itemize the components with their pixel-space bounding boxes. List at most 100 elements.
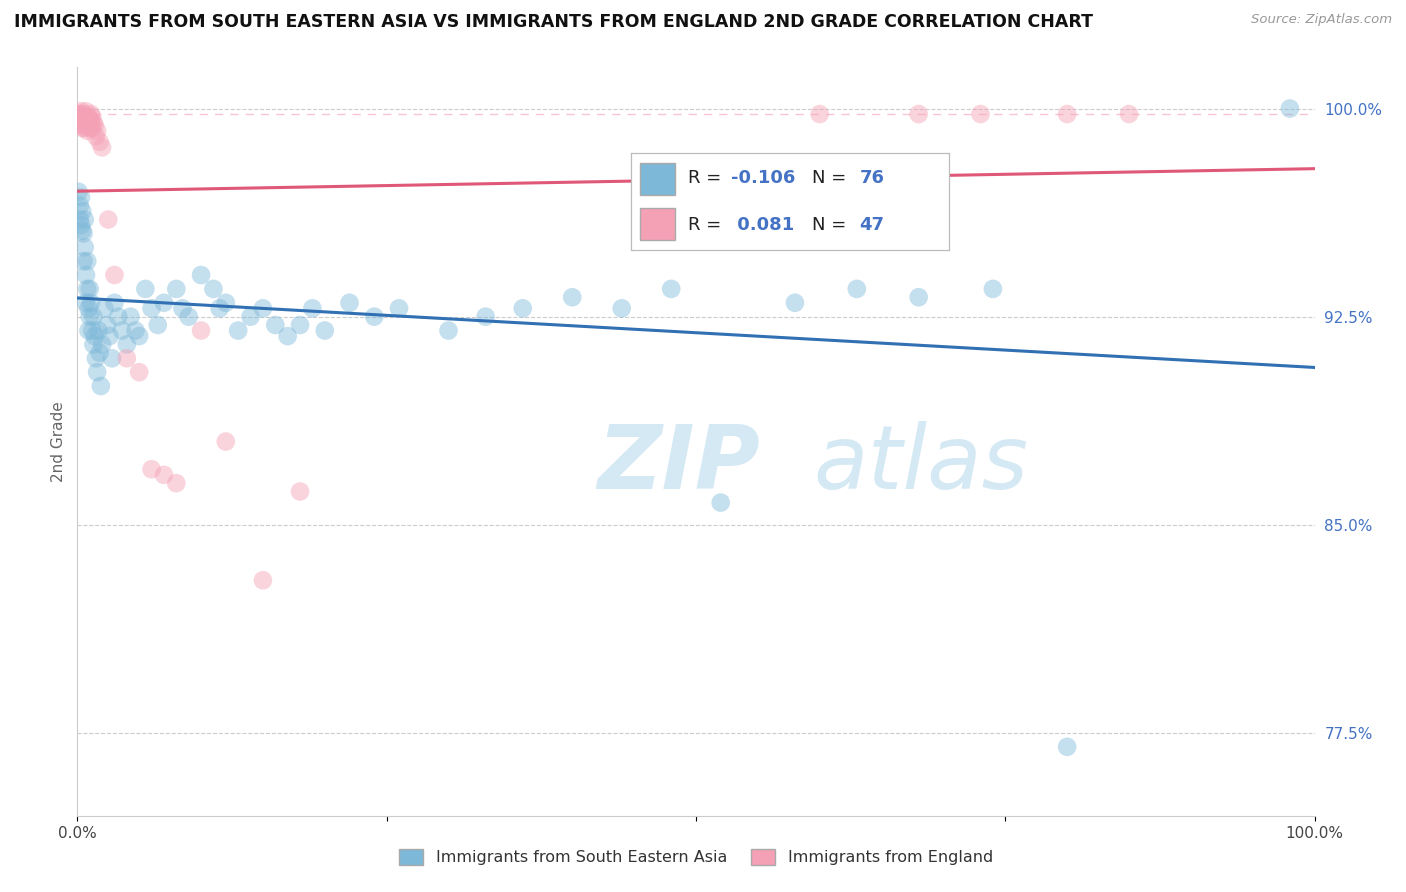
Point xyxy=(1056,739,1078,754)
Point xyxy=(1118,107,1140,121)
Point xyxy=(115,337,138,351)
Text: -0.106: -0.106 xyxy=(731,169,794,187)
Point xyxy=(512,301,534,316)
Point xyxy=(190,268,212,282)
Point xyxy=(67,107,90,121)
Point xyxy=(67,185,90,199)
Point xyxy=(72,107,94,121)
Point xyxy=(808,107,831,121)
Point xyxy=(83,329,105,343)
Point xyxy=(83,118,105,132)
Point xyxy=(70,218,93,232)
Text: atlas: atlas xyxy=(814,421,1028,507)
Point xyxy=(97,212,120,227)
Point xyxy=(91,140,114,154)
Point xyxy=(264,318,287,332)
Point xyxy=(72,224,94,238)
Point xyxy=(80,107,103,121)
Point xyxy=(72,254,94,268)
Point xyxy=(79,120,101,135)
Point xyxy=(907,290,929,304)
Point xyxy=(474,310,496,324)
Point xyxy=(561,290,583,304)
Point xyxy=(190,324,212,338)
Point xyxy=(128,365,150,379)
Point xyxy=(77,110,100,124)
Text: 76: 76 xyxy=(859,169,884,187)
Point xyxy=(82,110,104,124)
Point xyxy=(75,112,97,127)
Point xyxy=(84,129,107,144)
Point xyxy=(72,112,94,127)
Text: R =: R = xyxy=(688,169,727,187)
Point xyxy=(969,107,991,121)
Text: R =: R = xyxy=(688,216,727,234)
Point xyxy=(134,282,156,296)
Point xyxy=(86,365,108,379)
Point xyxy=(69,212,91,227)
Point xyxy=(103,268,125,282)
Point xyxy=(79,112,101,127)
Point xyxy=(252,301,274,316)
Point xyxy=(172,301,194,316)
Legend: Immigrants from South Eastern Asia, Immigrants from England: Immigrants from South Eastern Asia, Immi… xyxy=(392,843,1000,871)
Point xyxy=(1278,102,1301,116)
Point xyxy=(115,351,138,366)
Point xyxy=(288,484,311,499)
Point xyxy=(76,254,98,268)
Point xyxy=(388,301,411,316)
Point xyxy=(84,351,107,366)
Point xyxy=(215,295,238,310)
Point xyxy=(96,318,118,332)
Point xyxy=(75,268,97,282)
Text: IMMIGRANTS FROM SOUTH EASTERN ASIA VS IMMIGRANTS FROM ENGLAND 2ND GRADE CORRELAT: IMMIGRANTS FROM SOUTH EASTERN ASIA VS IM… xyxy=(14,13,1092,31)
Y-axis label: 2nd Grade: 2nd Grade xyxy=(51,401,66,482)
Point xyxy=(69,115,91,129)
Point xyxy=(89,135,111,149)
Point xyxy=(339,295,361,310)
FancyBboxPatch shape xyxy=(640,209,675,240)
Point xyxy=(87,324,110,338)
Point xyxy=(72,204,94,219)
Point xyxy=(80,295,103,310)
Point xyxy=(202,282,225,296)
Point xyxy=(89,345,111,359)
Point xyxy=(69,199,91,213)
Point xyxy=(610,301,633,316)
Point xyxy=(215,434,238,449)
Point xyxy=(69,107,91,121)
Point xyxy=(73,240,96,254)
Point xyxy=(141,462,163,476)
Point xyxy=(82,120,104,135)
Point xyxy=(277,329,299,343)
Point xyxy=(288,318,311,332)
Point xyxy=(111,324,134,338)
Point xyxy=(76,282,98,296)
Point xyxy=(73,120,96,135)
Point xyxy=(124,324,146,338)
Text: N =: N = xyxy=(811,169,852,187)
Point xyxy=(101,351,124,366)
Point xyxy=(128,329,150,343)
Point xyxy=(103,295,125,310)
Point xyxy=(141,301,163,316)
Point xyxy=(76,115,98,129)
Point xyxy=(82,324,104,338)
Point xyxy=(165,476,187,491)
Point xyxy=(710,495,733,509)
Point xyxy=(252,574,274,588)
Point xyxy=(153,295,176,310)
FancyBboxPatch shape xyxy=(640,163,675,194)
Point xyxy=(165,282,187,296)
Point xyxy=(72,120,94,135)
Point xyxy=(79,282,101,296)
Point xyxy=(75,104,97,119)
Point xyxy=(77,324,100,338)
Point xyxy=(77,118,100,132)
Point xyxy=(91,337,114,351)
Point xyxy=(177,310,200,324)
Point xyxy=(75,295,97,310)
Point xyxy=(73,212,96,227)
Point xyxy=(845,282,868,296)
Point xyxy=(93,301,115,316)
